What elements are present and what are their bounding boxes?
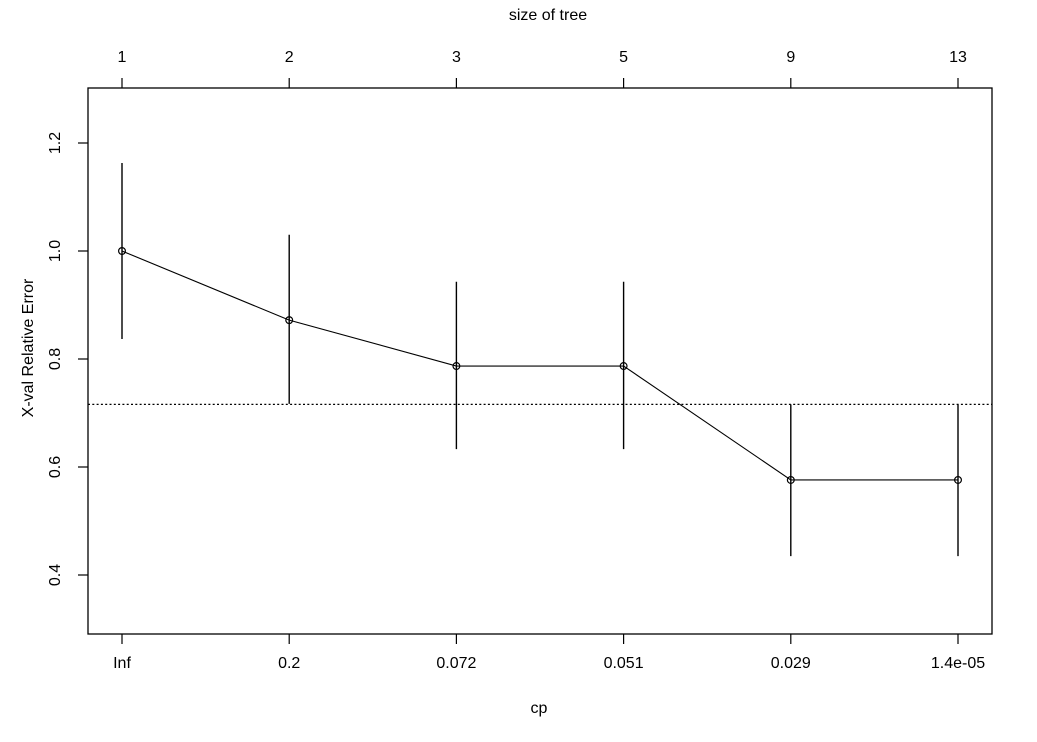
top-axis-tick-label: 5 — [619, 49, 628, 66]
data-point-marker — [117, 247, 126, 256]
y-axis-tick-label: 0.8 — [47, 348, 64, 370]
bottom-axis-tick-label: 0.051 — [604, 655, 644, 672]
top-axis-tick-label: 1 — [118, 49, 127, 66]
y-axis-tick-label: 0.4 — [47, 564, 64, 586]
data-point-marker — [619, 362, 628, 371]
bottom-axis-tick-label: 0.072 — [436, 655, 476, 672]
data-point-marker — [452, 362, 461, 371]
plot-border — [87, 87, 993, 635]
bottom-axis-title: cp — [531, 700, 548, 717]
data-point-marker — [285, 316, 294, 325]
top-axis-title: size of tree — [509, 7, 587, 24]
data-point-marker — [786, 475, 795, 484]
top-axis-tick-label: 2 — [285, 49, 294, 66]
top-axis-tick-label: 13 — [949, 49, 967, 66]
bottom-axis-tick-label: 0.2 — [278, 655, 300, 672]
y-axis-title: X-val Relative Error — [20, 278, 37, 417]
series-line — [121, 250, 958, 481]
data-point-marker — [953, 475, 962, 484]
top-axis-tick-label: 3 — [452, 49, 461, 66]
y-axis-tick-label: 1.0 — [47, 240, 64, 262]
y-axis-tick-label: 0.6 — [47, 456, 64, 478]
plot-area: 1 2 3 5 9 13 Inf 0.2 0.072 0.051 0.029 1.4e-05 0.4 0.… — [47, 49, 993, 672]
bottom-axis-tick-label: 1.4e-05 — [931, 655, 985, 672]
y-axis-tick-label: 1.2 — [47, 132, 64, 154]
bottom-axis-tick-label: 0.029 — [771, 655, 811, 672]
top-axis-tick-label: 9 — [786, 49, 795, 66]
bottom-axis-tick-label: Inf — [113, 655, 131, 672]
